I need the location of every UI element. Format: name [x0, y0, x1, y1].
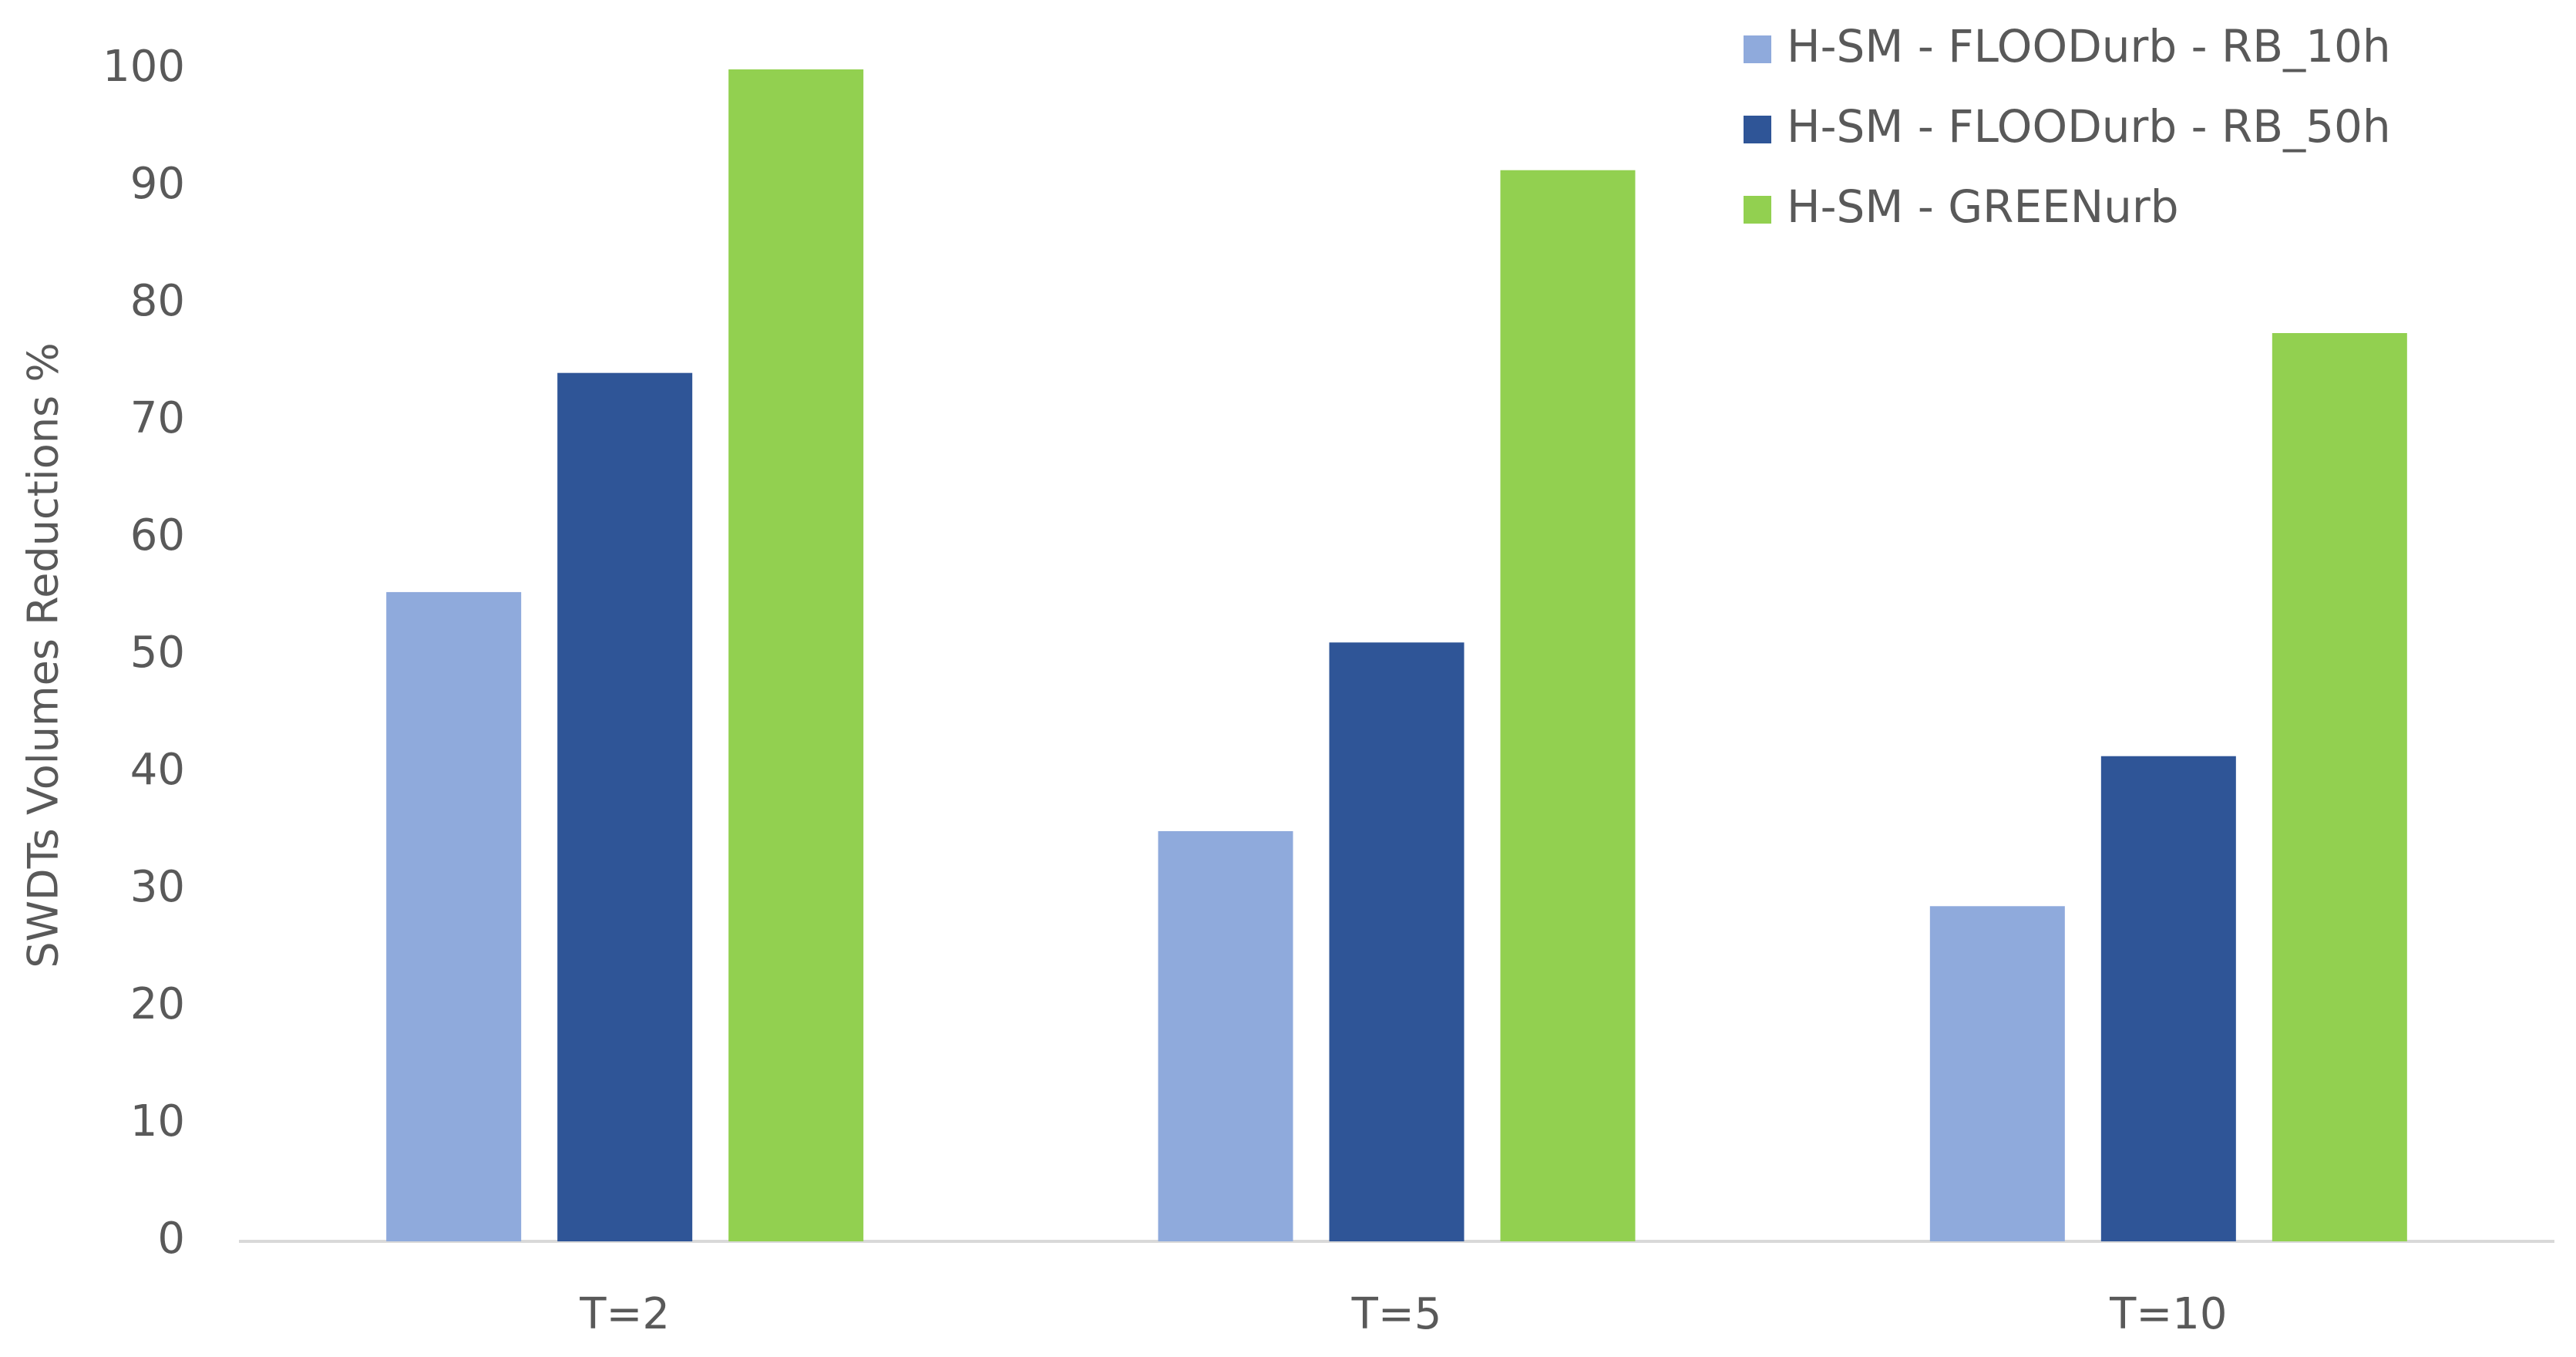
bar	[1158, 831, 1293, 1241]
bar	[2272, 333, 2407, 1241]
x-tick-label: T=10	[2109, 1289, 2227, 1339]
bar	[2100, 756, 2236, 1241]
bar	[557, 372, 693, 1242]
y-tick-label: 50	[130, 628, 185, 678]
y-tick-label: 30	[130, 862, 185, 912]
y-tick-label: 60	[130, 510, 185, 561]
bar	[1329, 642, 1465, 1241]
legend-swatch	[1744, 116, 1771, 143]
x-tick-label: T=2	[579, 1289, 670, 1339]
y-tick-label: 10	[130, 1096, 185, 1147]
y-tick-label: 90	[130, 159, 185, 209]
legend-swatch	[1744, 35, 1771, 63]
legend-label: H-SM - FLOODurb - RB_10h	[1787, 20, 2391, 72]
y-tick-label: 20	[130, 979, 185, 1029]
bar	[728, 69, 864, 1241]
legend-label: H-SM - FLOODurb - RB_50h	[1787, 100, 2391, 153]
y-tick-label: 0	[157, 1214, 185, 1264]
bar	[386, 591, 522, 1241]
y-tick-label: 100	[103, 42, 185, 92]
bar	[1500, 170, 1636, 1242]
legend-label: H-SM - GREENurb	[1787, 180, 2179, 233]
y-axis-label: SWDTs Volumes Reductions %	[19, 342, 68, 968]
y-tick-label: 40	[130, 745, 185, 795]
legend-swatch	[1744, 196, 1771, 224]
y-tick-label: 80	[130, 276, 185, 326]
y-tick-label: 70	[130, 393, 185, 443]
x-tick-label: T=5	[1351, 1289, 1442, 1339]
bar	[1929, 906, 2065, 1241]
